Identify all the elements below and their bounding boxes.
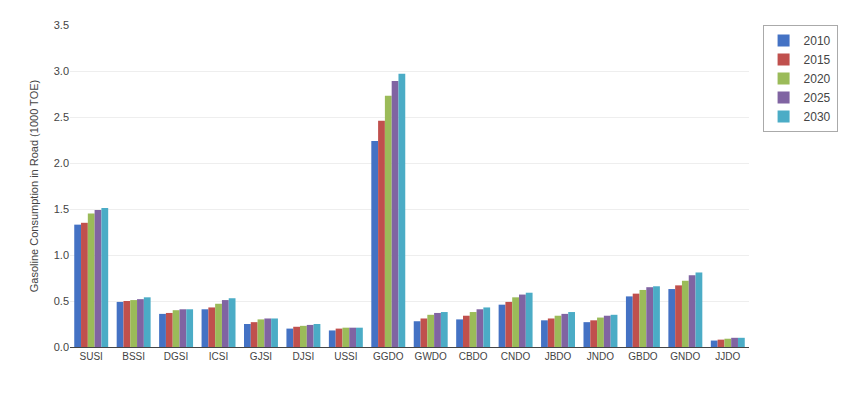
svg-text:1.0: 1.0: [54, 249, 69, 261]
svg-text:0.5: 0.5: [54, 295, 69, 307]
svg-text:2.5: 2.5: [54, 111, 69, 123]
svg-text:GWDO: GWDO: [415, 351, 447, 362]
svg-text:2025: 2025: [804, 91, 831, 105]
svg-text:0.0: 0.0: [54, 341, 69, 353]
svg-text:1.5: 1.5: [54, 203, 69, 215]
svg-text:2030: 2030: [804, 110, 831, 124]
svg-text:GNDO: GNDO: [670, 351, 700, 362]
svg-text:DJSI: DJSI: [293, 351, 315, 362]
svg-text:DGSI: DGSI: [164, 351, 188, 362]
svg-text:GJSI: GJSI: [250, 351, 272, 362]
svg-text:BSSI: BSSI: [122, 351, 145, 362]
svg-text:2.0: 2.0: [54, 157, 69, 169]
svg-text:3.0: 3.0: [54, 65, 69, 77]
svg-text:JNDO: JNDO: [587, 351, 614, 362]
svg-text:2015: 2015: [804, 53, 831, 67]
svg-text:2020: 2020: [804, 72, 831, 86]
svg-text:2010: 2010: [804, 34, 831, 48]
svg-text:JJDO: JJDO: [715, 351, 740, 362]
svg-text:SUSI: SUSI: [80, 351, 103, 362]
svg-text:JBDO: JBDO: [545, 351, 572, 362]
svg-text:ICSI: ICSI: [209, 351, 228, 362]
svg-text:Gasoline Consumption in Road (: Gasoline Consumption in Road (1000 TOE): [28, 80, 40, 292]
svg-text:CBDO: CBDO: [459, 351, 488, 362]
svg-text:GGDO: GGDO: [373, 351, 404, 362]
svg-text:3.5: 3.5: [54, 19, 69, 31]
svg-text:GBDO: GBDO: [628, 351, 658, 362]
svg-text:USSI: USSI: [334, 351, 357, 362]
svg-text:CNDO: CNDO: [501, 351, 531, 362]
